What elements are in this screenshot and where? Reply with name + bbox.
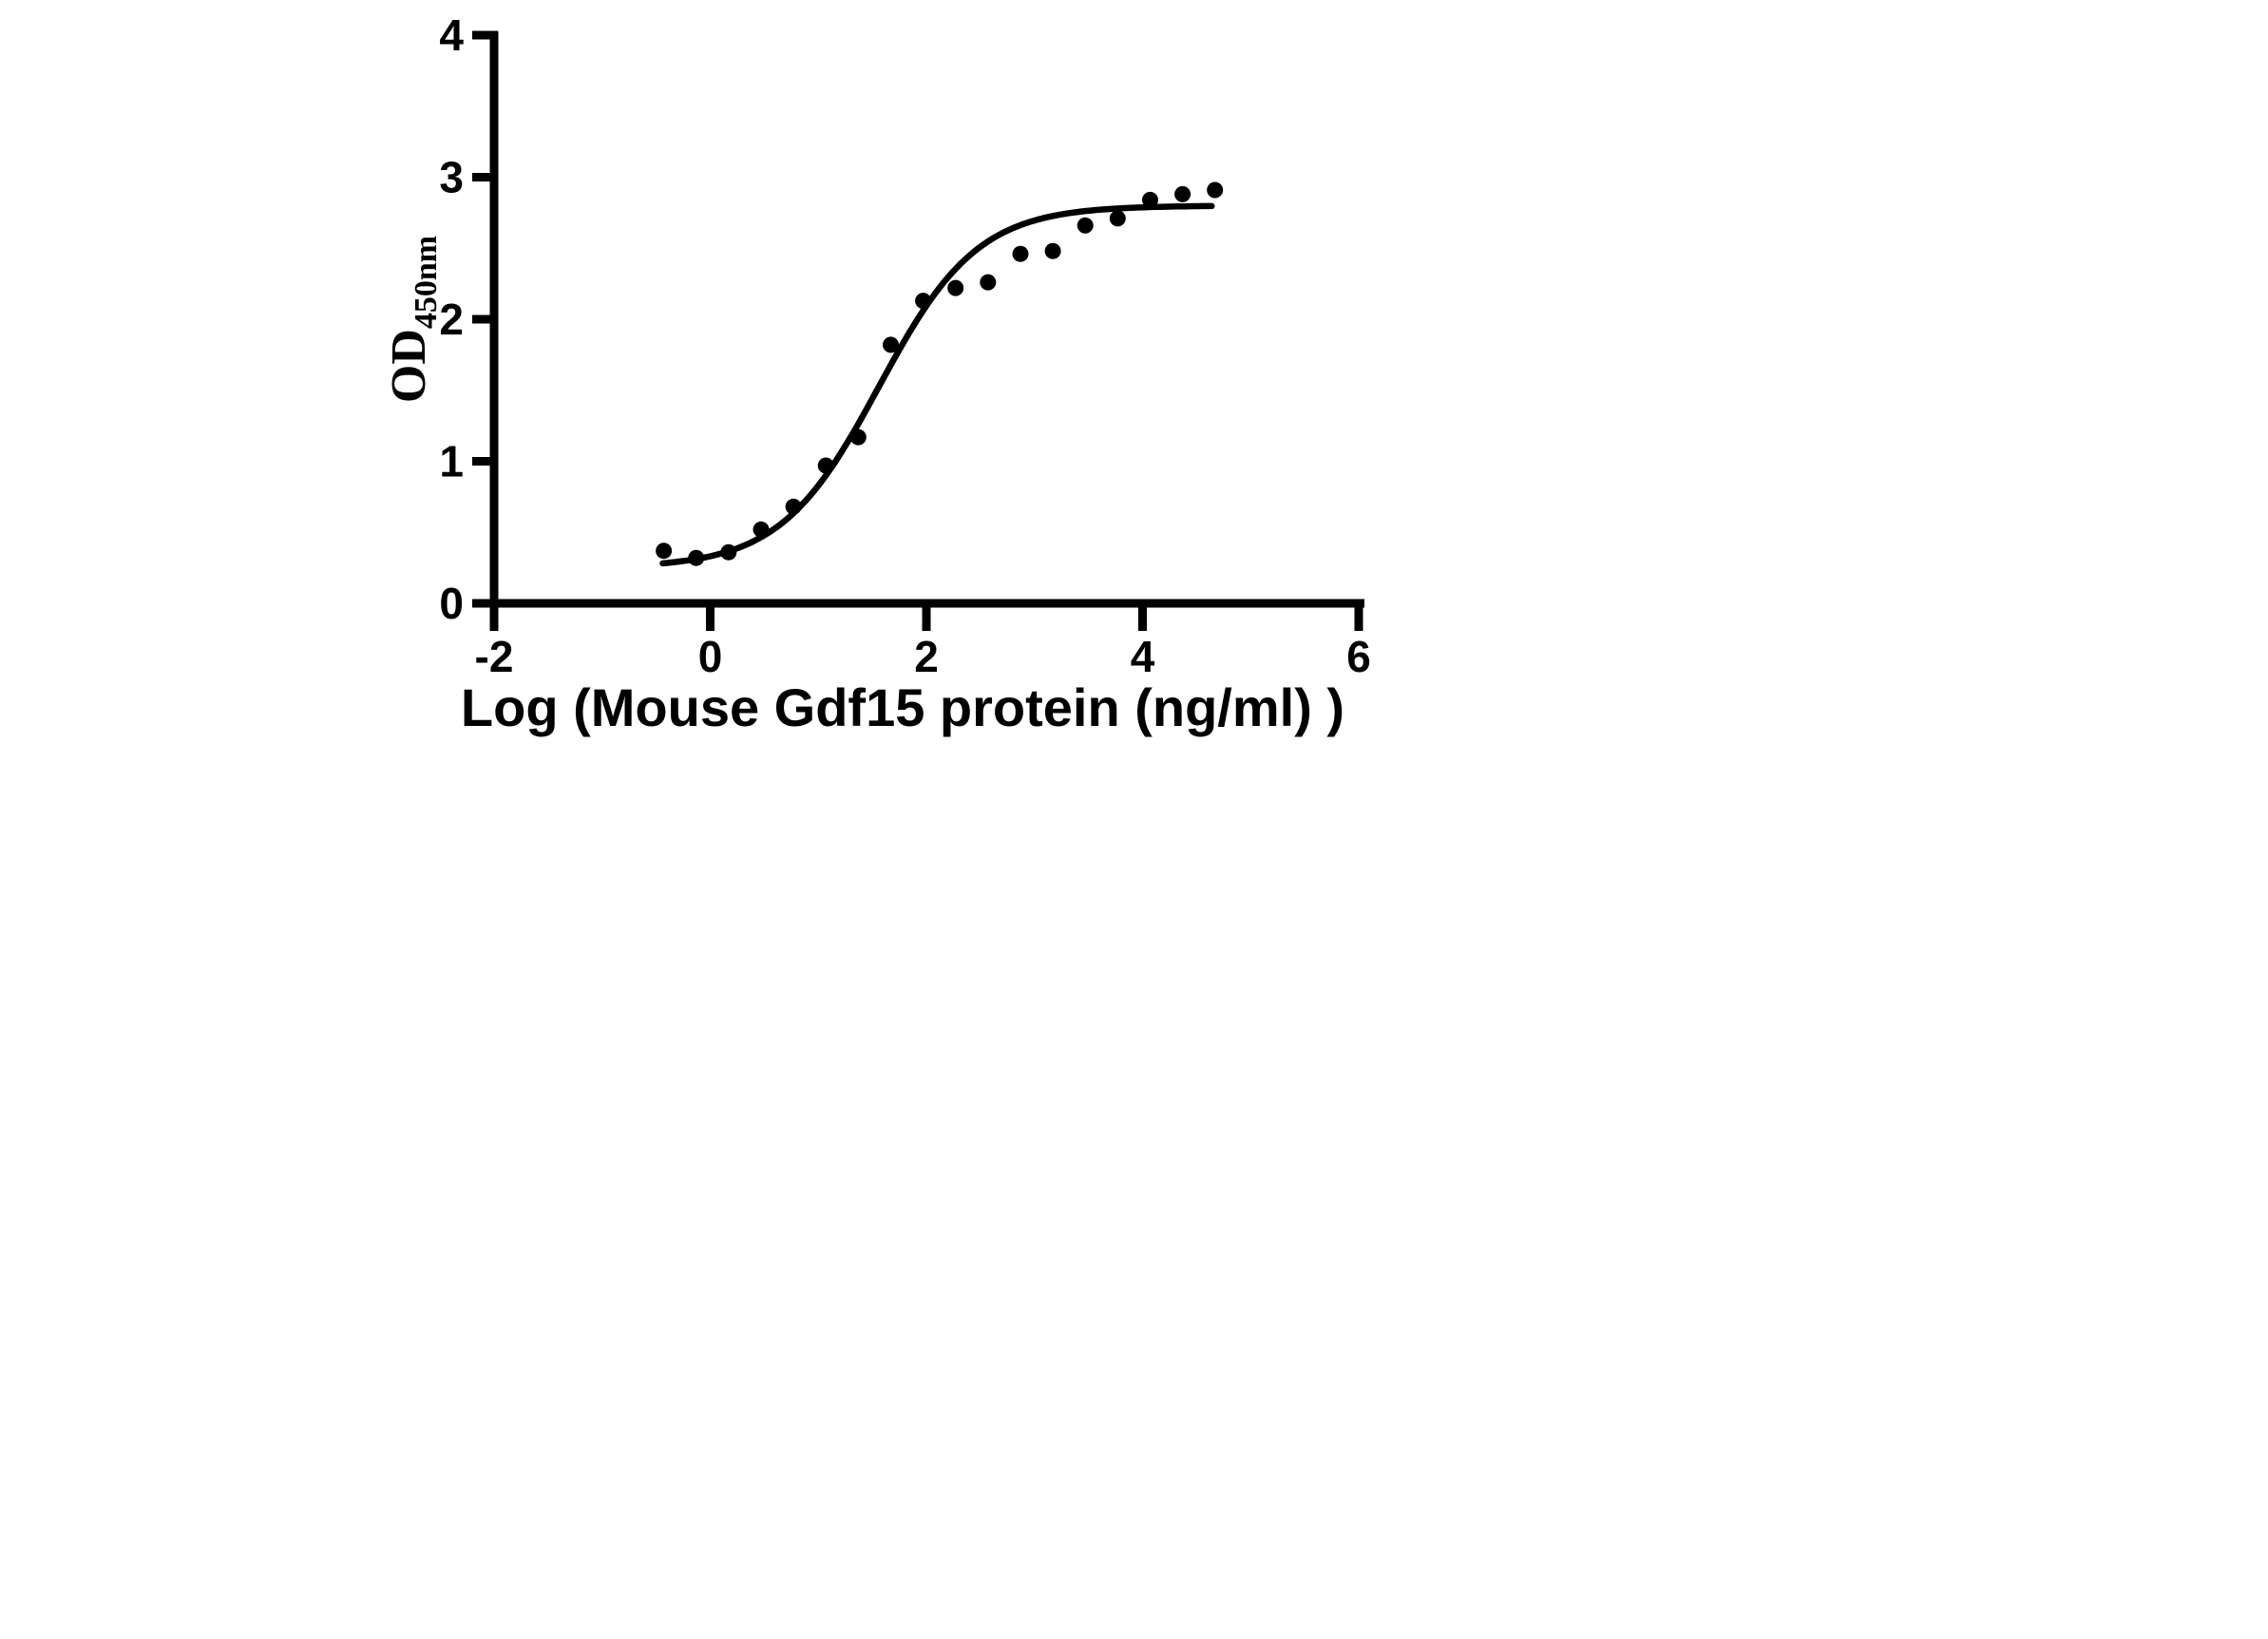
y-tick-label: 0	[439, 579, 464, 628]
data-point	[656, 543, 673, 560]
data-points	[656, 181, 1224, 566]
data-point	[688, 549, 705, 566]
data-point	[1207, 181, 1224, 199]
y-axis-title: OD450nm	[382, 236, 444, 403]
y-tick-label: 2	[439, 295, 464, 344]
data-point	[1012, 245, 1029, 262]
fit-curve	[659, 202, 1215, 567]
data-point	[947, 279, 964, 296]
data-point	[1142, 191, 1158, 208]
data-point	[849, 429, 867, 446]
data-point	[980, 274, 997, 291]
data-point	[883, 336, 899, 353]
y-tick-label: 3	[439, 153, 464, 202]
y-axis-title-subscript: 450nm	[409, 236, 444, 329]
data-point	[1109, 210, 1126, 227]
x-tick-label: 4	[1131, 632, 1155, 681]
data-point	[1174, 185, 1191, 202]
data-point	[1077, 217, 1094, 234]
data-point	[1044, 242, 1061, 259]
data-point	[720, 543, 737, 561]
x-tick-label: 6	[1346, 632, 1371, 681]
data-point	[817, 457, 834, 474]
x-tick-label: 2	[914, 632, 939, 681]
y-axis-title-main: OD	[382, 329, 436, 403]
data-point	[753, 521, 770, 538]
x-axis-title: Log (Mouse Gdf15 protein (ng/ml) )	[461, 677, 1344, 737]
data-point	[785, 498, 802, 515]
x-tick-label: -2	[475, 632, 514, 681]
data-point	[915, 293, 932, 310]
y-tick-label: 4	[439, 10, 464, 60]
x-tick-label: 0	[698, 632, 723, 681]
x-axis-ticks: -2 0 2 4 6	[475, 603, 1371, 681]
y-tick-label: 1	[439, 437, 464, 486]
y-axis-ticks: 0 1 2 3 4	[439, 10, 498, 628]
